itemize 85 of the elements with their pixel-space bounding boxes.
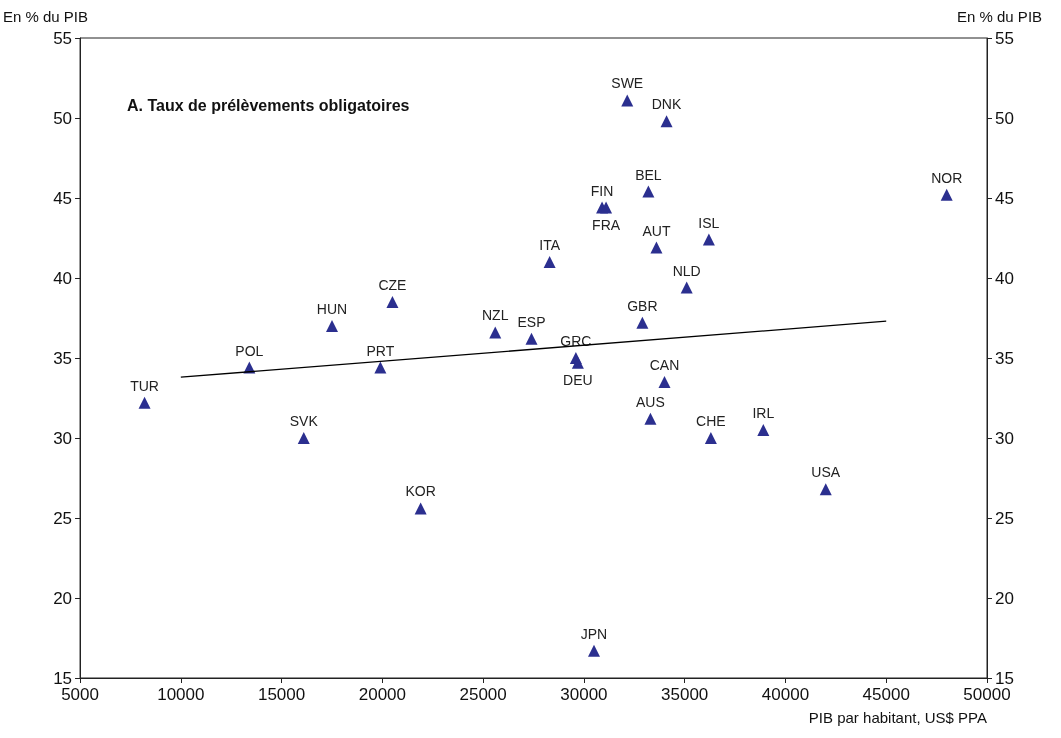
data-label: TUR bbox=[130, 377, 159, 394]
data-label: KOR bbox=[405, 483, 436, 500]
y2-tick-label: 40 bbox=[995, 268, 1014, 288]
point bbox=[325, 320, 338, 332]
x-tick-label: 10000 bbox=[157, 685, 205, 704]
point bbox=[819, 483, 832, 496]
data-label: ISL bbox=[698, 214, 720, 231]
y-tick-label: 30 bbox=[53, 428, 73, 448]
y-tick-label: 15 bbox=[53, 668, 73, 688]
point bbox=[702, 233, 715, 246]
y2-tick-label: 50 bbox=[995, 108, 1014, 128]
text: A. Taux de prélèvements obligatoires bbox=[127, 96, 410, 114]
data-label: CZE bbox=[378, 277, 407, 293]
data-label: PRT bbox=[366, 342, 395, 359]
point bbox=[650, 241, 663, 254]
data-label: DNK bbox=[651, 96, 682, 113]
x-axis-title: PIB par habitant, US$ PPA bbox=[808, 709, 987, 726]
data-label: DEU bbox=[563, 371, 593, 388]
y2-tick-label: 20 bbox=[995, 588, 1014, 608]
x-tick-label: 15000 bbox=[257, 685, 306, 704]
point bbox=[660, 115, 673, 128]
x-tick-label: 40000 bbox=[761, 685, 810, 704]
x-tick-label: 35000 bbox=[661, 685, 709, 704]
point bbox=[658, 376, 671, 388]
data-label: USA bbox=[811, 464, 841, 481]
point bbox=[489, 326, 502, 339]
point bbox=[297, 432, 310, 444]
x-tick-label: 5000 bbox=[61, 685, 99, 704]
x-tick-label: 25000 bbox=[459, 685, 507, 704]
point bbox=[680, 281, 693, 294]
point bbox=[644, 412, 657, 425]
y2-tick-label: 35 bbox=[995, 348, 1014, 368]
point bbox=[636, 316, 649, 329]
y-tick-label: 25 bbox=[53, 508, 73, 528]
x-tick-label: 20000 bbox=[358, 685, 407, 704]
point bbox=[757, 424, 770, 436]
y-axis-title: En % du PIB bbox=[2, 8, 89, 25]
point bbox=[386, 296, 399, 308]
data-label: ESP bbox=[517, 313, 546, 330]
data-label: CHE bbox=[696, 413, 726, 429]
data-label: NOR bbox=[931, 169, 963, 186]
data-label: ITA bbox=[539, 237, 561, 253]
y2-tick-label: 25 bbox=[995, 508, 1014, 528]
data-label: CAN bbox=[649, 357, 680, 373]
x-tick-label: 30000 bbox=[560, 685, 608, 704]
point bbox=[621, 94, 634, 107]
data-label: NZL bbox=[482, 307, 509, 324]
x-tick-label: 45000 bbox=[862, 685, 910, 704]
data-label: SWE bbox=[611, 75, 644, 92]
y-tick-label: 40 bbox=[53, 268, 73, 288]
y-tick-label: 50 bbox=[53, 108, 73, 128]
y-tick-label: 55 bbox=[53, 28, 73, 48]
data-label: SVK bbox=[289, 413, 319, 429]
data-label: NLD bbox=[672, 262, 701, 279]
x-tick-label: 50000 bbox=[963, 685, 1011, 704]
y2-tick-label: 15 bbox=[995, 668, 1014, 688]
data-label: AUT bbox=[642, 222, 671, 239]
data-label: FIN bbox=[590, 182, 614, 199]
point bbox=[571, 356, 584, 369]
point bbox=[374, 361, 387, 374]
data-label: GBR bbox=[627, 297, 658, 314]
data-label: JPN bbox=[580, 625, 608, 642]
data-label: POL bbox=[235, 342, 264, 359]
y2-axis-title: En % du PIB bbox=[957, 8, 1043, 25]
y2-tick-label: 45 bbox=[995, 188, 1014, 208]
data-label: BEL bbox=[635, 166, 662, 183]
point bbox=[600, 201, 613, 214]
point bbox=[414, 502, 427, 515]
data-label: IRL bbox=[752, 405, 775, 421]
data-label: HUN bbox=[316, 301, 348, 317]
data-label: AUS bbox=[636, 393, 665, 410]
y-tick-label: 35 bbox=[53, 348, 73, 368]
data-label: FRA bbox=[592, 216, 621, 233]
y-tick-label: 45 bbox=[53, 188, 73, 208]
point bbox=[525, 332, 538, 345]
y2-tick-label: 30 bbox=[995, 428, 1014, 448]
point bbox=[587, 644, 600, 657]
point bbox=[543, 256, 556, 268]
point bbox=[642, 185, 655, 198]
point bbox=[940, 188, 953, 201]
data-label: GRC bbox=[560, 333, 592, 349]
y2-tick-label: 55 bbox=[995, 28, 1014, 48]
y-tick-label: 20 bbox=[53, 588, 73, 608]
point bbox=[138, 396, 151, 409]
point bbox=[704, 432, 717, 444]
